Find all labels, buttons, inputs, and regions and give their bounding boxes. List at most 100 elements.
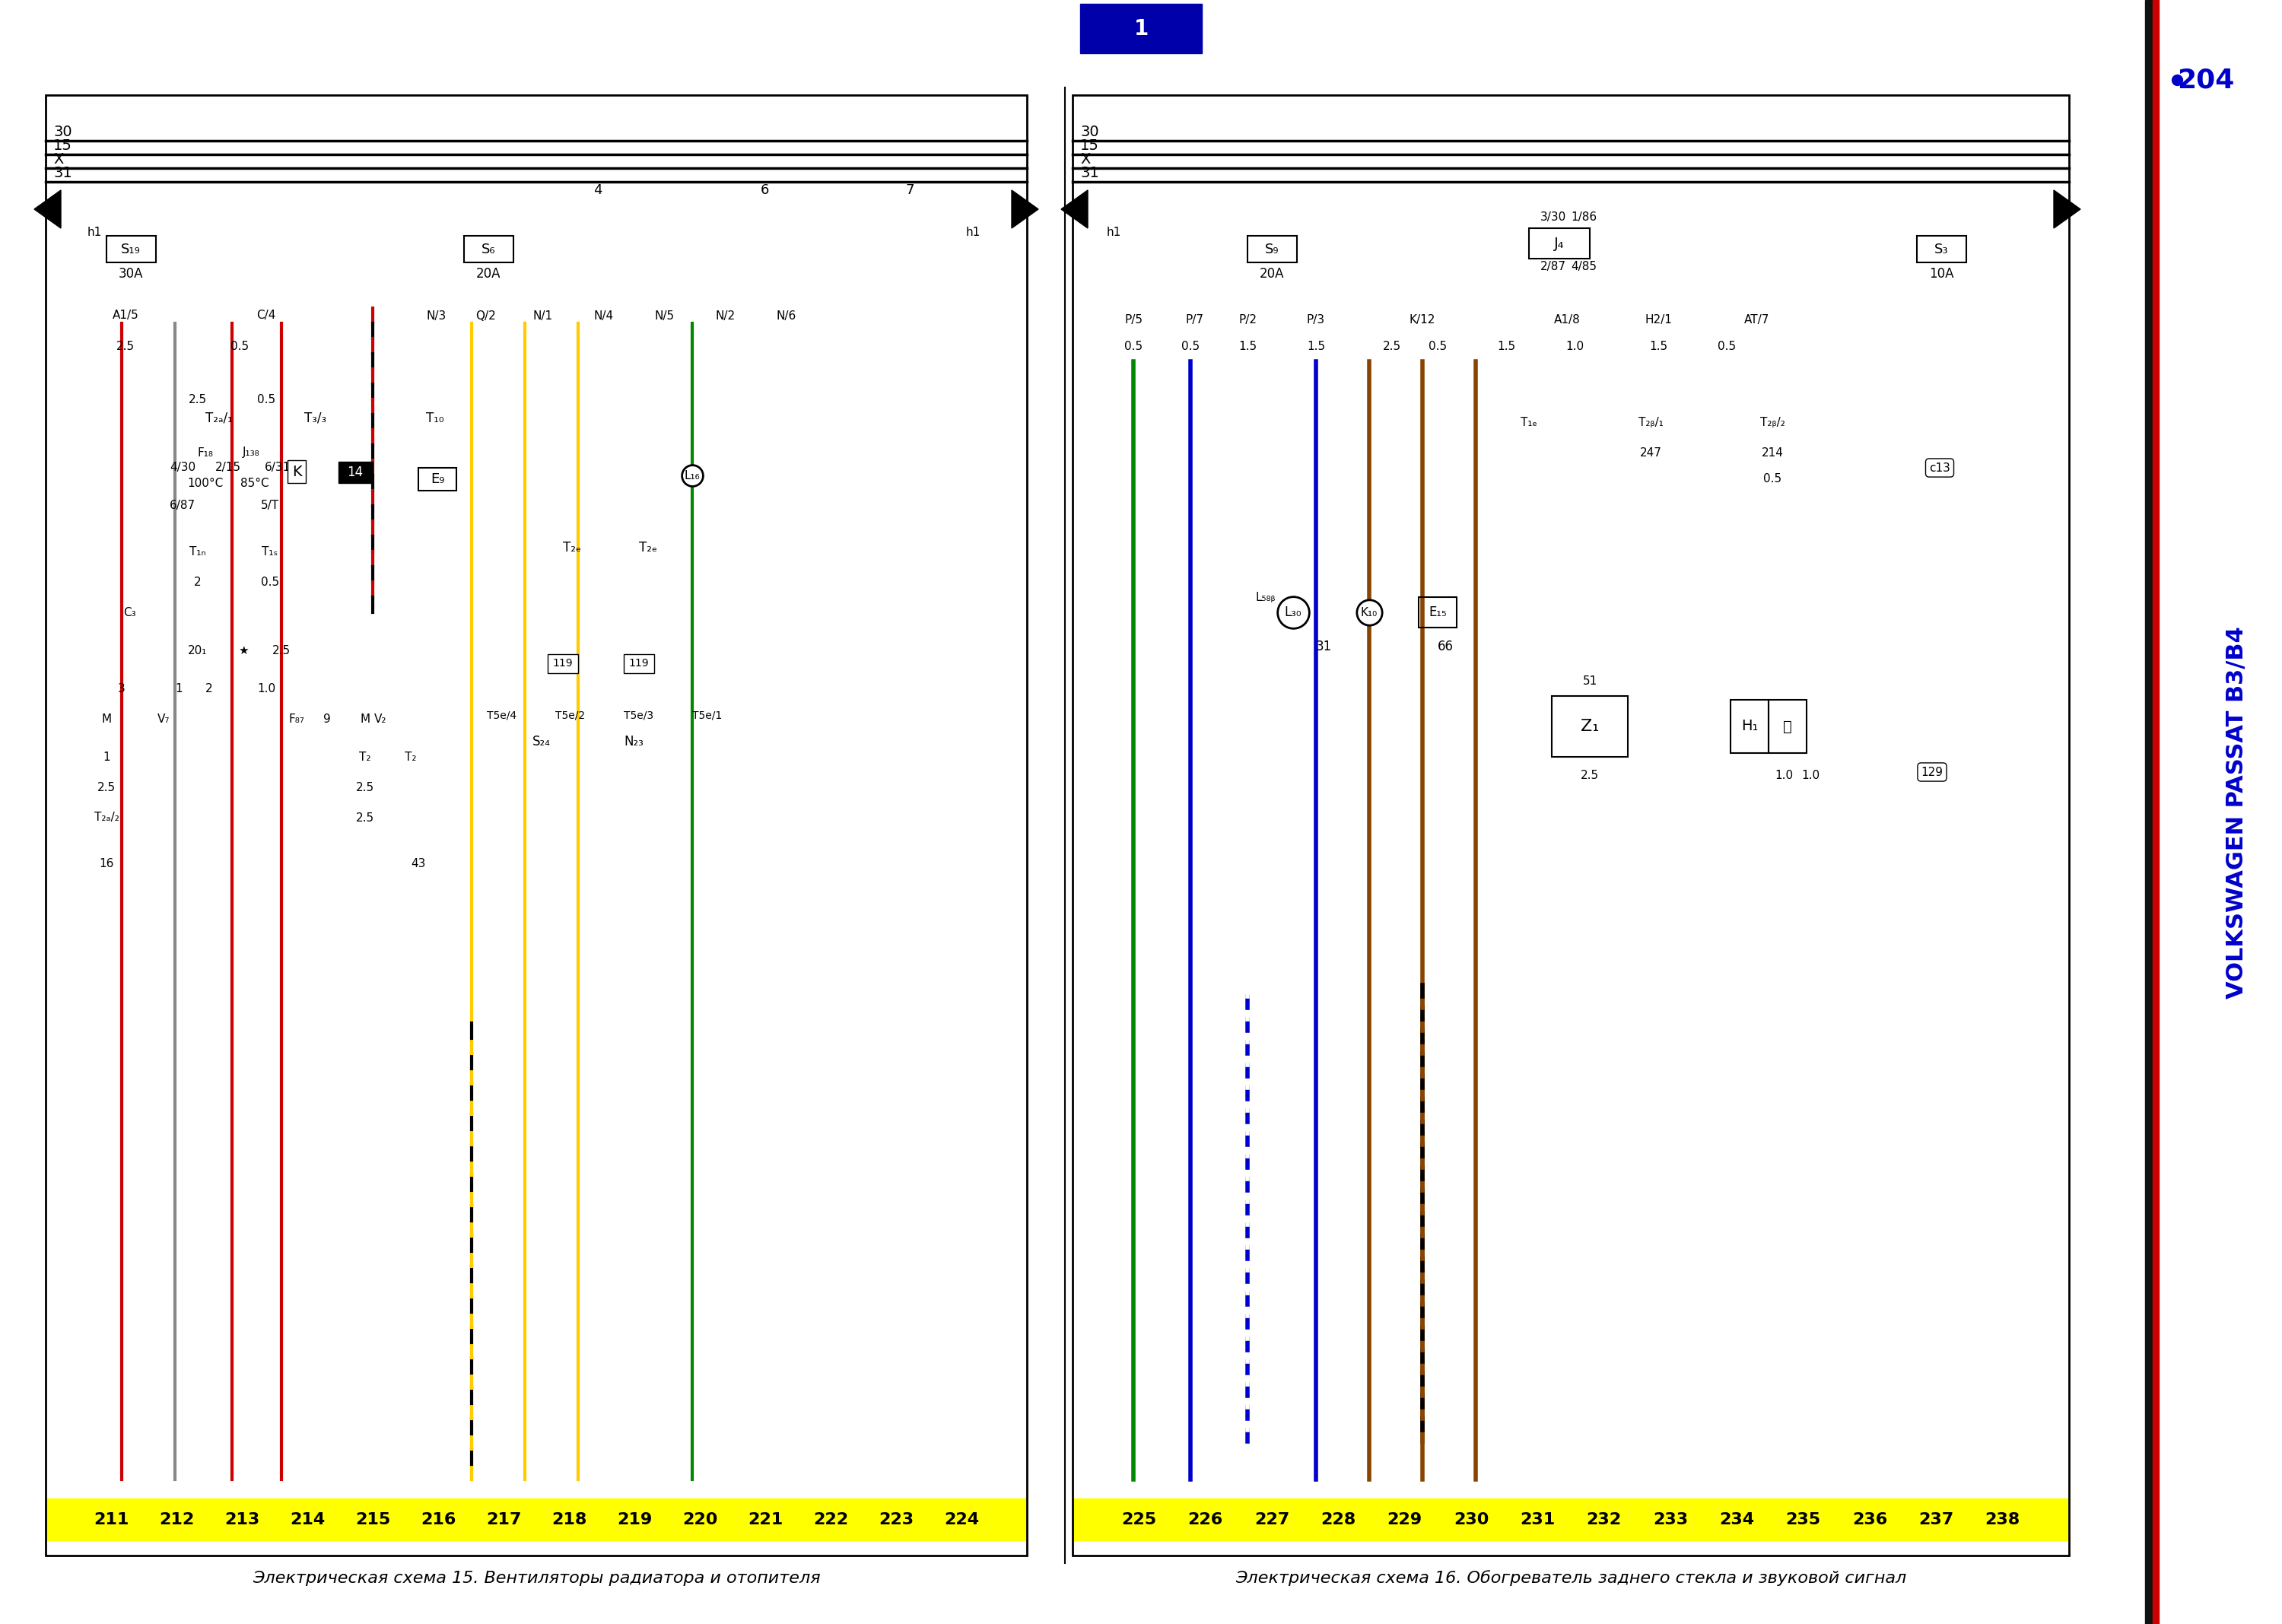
Text: 1.0: 1.0 (1775, 770, 1794, 781)
Text: T5e/1: T5e/1 (691, 710, 721, 721)
Text: Электрическая схема 15. Вентиляторы радиатора и отопителя: Электрическая схема 15. Вентиляторы ради… (253, 1570, 819, 1587)
Text: 237: 237 (1919, 1512, 1953, 1527)
Polygon shape (1061, 190, 1089, 229)
Text: P/2: P/2 (1239, 313, 1257, 325)
Text: N/4: N/4 (593, 310, 614, 322)
Text: 10A: 10A (1928, 266, 1953, 281)
Text: 31: 31 (1079, 166, 1100, 180)
Text: T₁₀: T₁₀ (427, 411, 445, 425)
Text: T₂ᵦ/₂: T₂ᵦ/₂ (1759, 416, 1785, 427)
Text: 9: 9 (324, 713, 331, 724)
Text: 213: 213 (224, 1512, 260, 1527)
Text: 6/87: 6/87 (169, 500, 196, 512)
Text: 31: 31 (52, 166, 73, 180)
Bar (548, 654, 577, 674)
Text: h1: h1 (87, 227, 103, 239)
Text: 230: 230 (1454, 1512, 1488, 1527)
Text: 2/15: 2/15 (215, 463, 242, 474)
Bar (623, 654, 655, 674)
Bar (418, 468, 456, 490)
Text: 227: 227 (1255, 1512, 1289, 1527)
Text: 233: 233 (1652, 1512, 1689, 1527)
Text: 0.5: 0.5 (1718, 341, 1737, 352)
Text: 1: 1 (176, 682, 183, 693)
Text: 2.5: 2.5 (272, 645, 290, 656)
Text: 85°C: 85°C (240, 477, 269, 489)
Text: C/4: C/4 (256, 310, 276, 322)
Text: 214: 214 (290, 1512, 324, 1527)
Text: 236: 236 (1853, 1512, 1887, 1527)
Text: 0.5: 0.5 (258, 393, 276, 404)
Text: M: M (361, 713, 370, 724)
Text: 218: 218 (552, 1512, 586, 1527)
Polygon shape (2054, 190, 2081, 229)
Text: Q/2: Q/2 (475, 310, 495, 322)
Text: 3: 3 (119, 682, 126, 693)
Text: 2/87: 2/87 (1540, 261, 1565, 273)
Text: T5e/2: T5e/2 (555, 710, 584, 721)
Text: 0.5: 0.5 (230, 341, 249, 352)
Text: 220: 220 (682, 1512, 717, 1527)
Text: P/3: P/3 (1308, 313, 1326, 325)
Text: 216: 216 (420, 1512, 456, 1527)
Text: 232: 232 (1586, 1512, 1623, 1527)
Text: 225: 225 (1120, 1512, 1157, 1527)
Text: 0.5: 0.5 (260, 577, 278, 588)
Text: Z₁: Z₁ (1581, 719, 1600, 734)
Text: 2.5: 2.5 (356, 781, 374, 793)
Text: 🔔: 🔔 (1782, 719, 1791, 734)
Text: 204: 204 (2177, 67, 2234, 93)
Text: M: M (100, 713, 112, 724)
Text: ★: ★ (237, 645, 249, 656)
Text: 223: 223 (879, 1512, 913, 1527)
Text: N/2: N/2 (714, 310, 735, 322)
Text: 15: 15 (52, 138, 73, 153)
Text: T₂: T₂ (358, 752, 372, 763)
Text: P/5: P/5 (1125, 313, 1143, 325)
Text: 31: 31 (1317, 640, 1333, 653)
Text: H₁: H₁ (1741, 719, 1757, 734)
Text: 16: 16 (98, 857, 114, 869)
Text: h1: h1 (965, 227, 981, 239)
Text: 0.5: 0.5 (1125, 341, 1143, 352)
Text: T₂ₐ/₁: T₂ₐ/₁ (205, 411, 233, 425)
Text: 238: 238 (1985, 1512, 2020, 1527)
Bar (1529, 229, 1591, 258)
Text: T₂: T₂ (404, 752, 418, 763)
Text: J₄: J₄ (1554, 235, 1565, 250)
Text: 217: 217 (486, 1512, 520, 1527)
Bar (463, 235, 513, 263)
Text: 4/85: 4/85 (1570, 261, 1597, 273)
Text: 7: 7 (906, 184, 913, 197)
Text: 2.5: 2.5 (189, 393, 208, 404)
Text: 30A: 30A (119, 266, 144, 281)
Text: 20A: 20A (477, 266, 500, 281)
Text: 6/31: 6/31 (265, 463, 290, 474)
Text: 215: 215 (356, 1512, 390, 1527)
Text: 212: 212 (160, 1512, 194, 1527)
Text: 100°C: 100°C (187, 477, 224, 489)
Text: 30: 30 (1079, 125, 1100, 140)
Text: 1.0: 1.0 (1565, 341, 1584, 352)
Text: 211: 211 (94, 1512, 128, 1527)
Text: 224: 224 (945, 1512, 979, 1527)
Text: 20A: 20A (1260, 266, 1285, 281)
Text: 219: 219 (616, 1512, 653, 1527)
Text: 2.5: 2.5 (98, 781, 116, 793)
Text: 2.5: 2.5 (1383, 341, 1401, 352)
Text: VOLKSWAGEN PASSAT B3/B4: VOLKSWAGEN PASSAT B3/B4 (2225, 627, 2248, 999)
Text: 0.5: 0.5 (1764, 474, 1782, 486)
Text: N/6: N/6 (776, 310, 796, 322)
Text: K₁₀: K₁₀ (1360, 607, 1378, 619)
Bar (46, 1499, 1027, 1540)
Bar (1073, 1499, 2070, 1540)
Text: X: X (52, 153, 64, 167)
Text: 119: 119 (630, 658, 648, 669)
Text: 66: 66 (1438, 640, 1454, 653)
Bar (1769, 700, 1807, 754)
Text: L₁₆: L₁₆ (685, 469, 701, 481)
Text: X: X (1079, 153, 1091, 167)
Text: T₂ₑ: T₂ₑ (639, 541, 657, 554)
Text: V₂: V₂ (374, 713, 386, 724)
Text: 2.5: 2.5 (116, 341, 135, 352)
